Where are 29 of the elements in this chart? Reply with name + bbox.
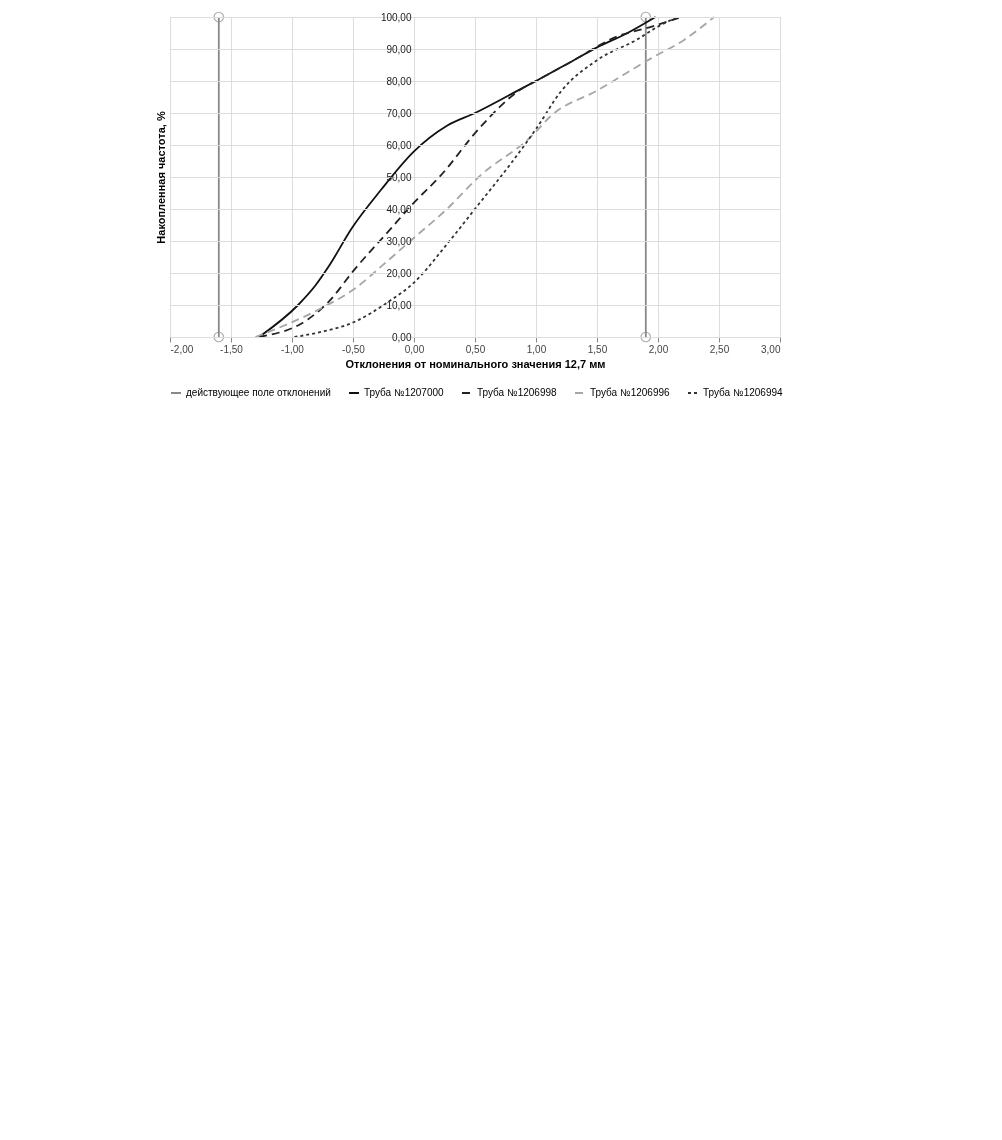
x-tick-label: 2,00	[648, 343, 669, 355]
y-tick-label: 80,00	[386, 75, 412, 87]
x-tick-label: -2,00	[170, 343, 194, 355]
x-tick-label: 0,50	[465, 343, 486, 355]
x-tick-label: 0,00	[404, 343, 425, 355]
y-tick-label: 0,00	[392, 331, 412, 343]
y-tick-label: 90,00	[386, 43, 412, 55]
x-tick-label: -1,50	[220, 343, 244, 355]
y-tick-label: 60,00	[386, 139, 412, 151]
y-tick-label: 100,00	[380, 11, 412, 23]
x-tick-label: 3,00	[761, 343, 781, 355]
y-tick-label: 50,00	[386, 171, 412, 183]
x-tick-label: -1,00	[281, 343, 305, 355]
y-tick-label: 70,00	[386, 107, 412, 119]
x-tick-label: 2,50	[709, 343, 730, 355]
y-axis-title: Накопленная частота, %	[154, 111, 167, 244]
y-tick-label: 40,00	[386, 203, 412, 215]
x-axis-title: Отклонения от номинального значения 12,7 мм	[345, 357, 606, 370]
y-tick-label: 10,00	[386, 299, 412, 311]
y-tick-label: 30,00	[386, 235, 412, 247]
legend-label: действующее поле отклонений	[186, 387, 331, 398]
legend-label: Труба №1206998	[477, 387, 558, 398]
y-tick-label: 20,00	[386, 267, 412, 279]
x-tick-label: -0,50	[342, 343, 366, 355]
legend-label: Труба №1206994	[703, 387, 784, 398]
x-tick-label: 1,50	[587, 343, 608, 355]
x-tick-label: 1,00	[526, 343, 547, 355]
legend-label: Труба №1207000	[364, 387, 445, 398]
legend-label: Труба №1206996	[590, 387, 671, 398]
